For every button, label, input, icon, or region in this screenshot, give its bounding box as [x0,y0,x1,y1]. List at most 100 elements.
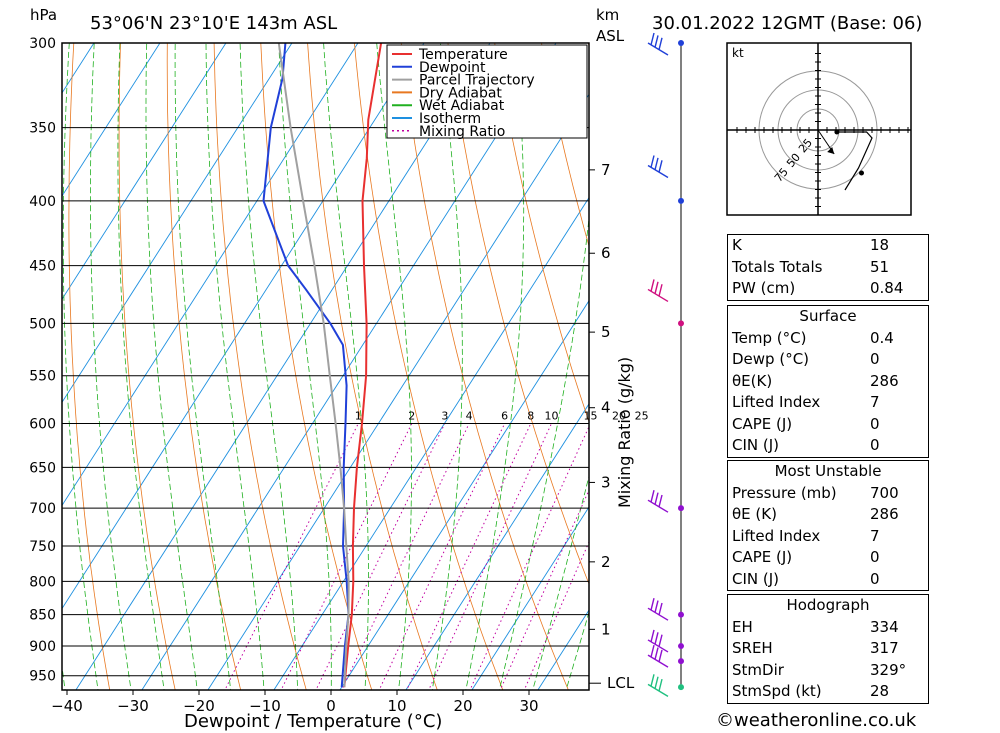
pressure-tick-label: 900 [29,639,56,655]
stat-row: θE(K) 286 [728,371,928,393]
km-tick-label: 5 [601,323,611,341]
isotherm-line [62,43,293,404]
surface-panel: Surface Temp (°C) 0.4 Dewp (°C) 0 θE(K) 286 Li… [727,305,929,458]
stat-row: CAPE (J) 0 [728,414,928,436]
isotherm-line [62,43,95,94]
hodograph-stats-title: Hodograph [786,596,870,614]
x-axis-label: Dewpoint / Temperature (°C) [184,711,442,732]
dry-adiabat-line [969,0,1000,704]
stat-value: 18 [870,236,890,254]
wind-barb-flag [650,598,655,611]
hodograph-trace [836,131,873,191]
wind-dot [678,658,684,665]
dry-adiabat-line [260,43,373,690]
most-unstable-title: Most Unstable [774,462,882,480]
wind-barb [647,629,669,653]
wind-barb-flag [658,494,663,508]
isotherm-line [0,0,92,704]
wet-adiabat-line [205,43,265,690]
hodograph-mark-dot [859,170,864,176]
x-tick-label: 10 [387,697,406,715]
mixing-ratio-label: 1 [355,409,362,422]
stat-row: SREH 317 [728,638,928,660]
wet-adiabat-line [174,43,232,690]
dry-adiabat-line [541,43,589,248]
stat-value: 0 [870,436,880,454]
wind-barb-flag [654,632,659,645]
mixing-ratio-line [469,425,589,690]
wet-adiabat-line [465,43,525,690]
wind-profile [647,32,684,697]
wind-barb-flag [654,281,659,295]
wind-barb [647,490,669,513]
stat-label: PW (cm) [732,279,796,297]
wind-barb [647,32,669,56]
series-parcel-trajectory [277,43,350,688]
km-tick-label: 4 [601,399,611,417]
wind-barb [647,155,669,179]
mixing-ratio-line [406,423,532,690]
wet-adiabat-line [323,43,369,690]
wind-barb-flag [654,676,659,689]
stat-label: CAPE (J) [732,414,793,433]
stat-label: SREH [732,639,773,657]
wind-barb [647,674,669,697]
wind-barb-flag [658,678,663,692]
dry-adiabat-line [924,0,1000,704]
wind-barb-flag [658,649,663,663]
stat-row: Lifted Index 7 [728,526,928,548]
mixing-ratio-line [499,488,589,690]
legend-label: Dewpoint [419,60,486,76]
wind-dot [678,40,684,46]
stat-label: K [732,236,742,254]
wind-barb [647,598,669,621]
mixing-ratio-label: 10 [545,409,559,422]
stat-value: 317 [870,639,899,657]
stat-label: StmDir [732,660,784,679]
pressure-tick-label: 500 [29,316,56,332]
dry-adiabat-line [494,43,589,423]
wind-barb-flag [658,37,663,50]
wind-barb [647,279,669,303]
stat-label: CIN (J) [732,436,780,454]
mixing-ratio-label: 20 [612,409,626,422]
dry-adiabat-line [447,43,589,586]
wet-adiabat-line [498,214,589,690]
km-tick-label: 6 [601,244,611,262]
pressure-tick-label: 400 [29,194,56,210]
stat-value: 0 [870,569,880,588]
wind-dot [678,505,684,512]
pressure-tick-label: 450 [29,259,56,275]
stat-label: Dewp (°C) [732,350,810,368]
stat-label: Lifted Index [732,393,821,411]
km-tick-label: 1 [601,620,611,638]
stat-value: 0.4 [870,328,894,347]
wet-adiabat-line [145,43,198,690]
wind-dot [678,684,684,691]
units-km-label: km [596,6,619,24]
dry-adiabat-line [307,43,438,690]
pressure-tick-label: 700 [29,501,56,517]
stat-row: PW (cm) 0.84 [728,278,928,300]
units-asl-label: ASL [596,27,625,45]
km-tick-label: 2 [601,553,611,571]
mixing-ratio-label: 25 [635,409,649,422]
stat-value: 0 [870,548,880,566]
stat-value: 286 [870,371,899,390]
wind-barb-flag [658,160,663,173]
wind-barb-flag [658,602,663,616]
wind-barb-flag [654,600,659,613]
stat-row: Totals Totals 51 [728,257,928,279]
legend-label: Mixing Ratio [419,124,505,140]
wet-adiabat-line [117,43,165,690]
x-tick-label: 20 [453,697,472,715]
wind-dot [678,197,684,204]
stat-row: CIN (J) 0 [728,435,928,457]
dry-adiabat-line [17,0,47,704]
dry-adiabat-line [213,43,307,690]
isotherm-line [0,0,26,704]
wet-adiabat-line [376,43,412,690]
stat-row: θE (K) 286 [728,504,928,526]
profile-lines [262,43,383,688]
